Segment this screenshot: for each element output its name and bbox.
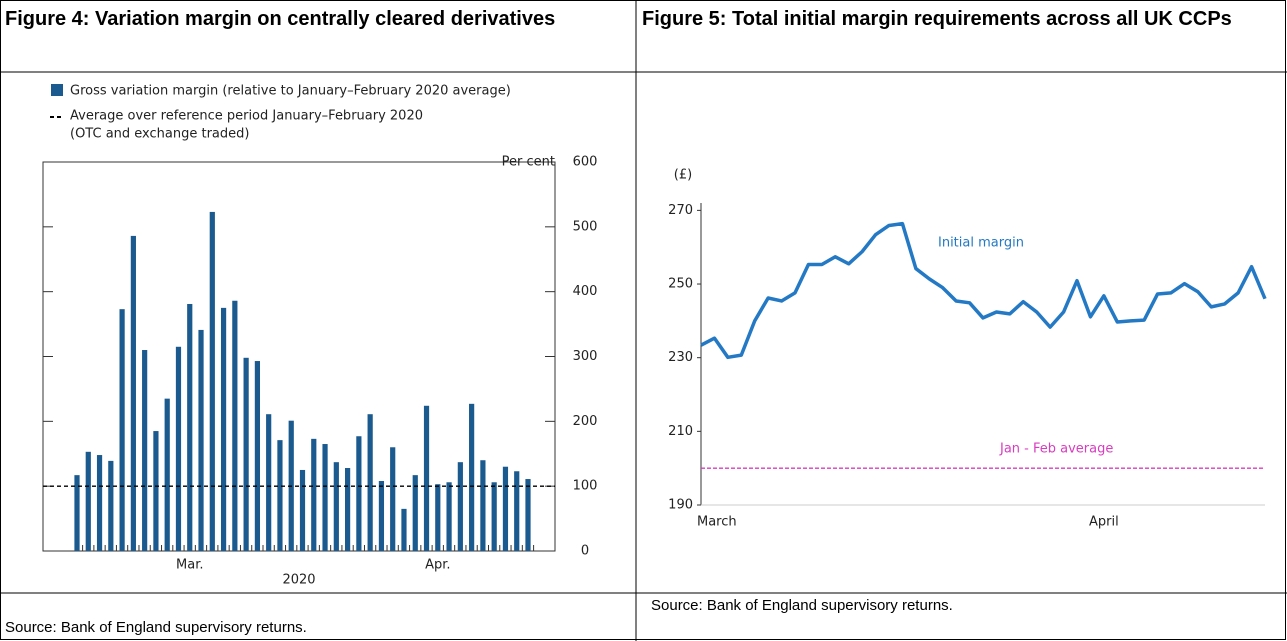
- figure-title: Figure 5: Total initial margin requireme…: [642, 8, 1232, 30]
- bar: [367, 414, 373, 551]
- bar: [187, 303, 193, 551]
- bar: [401, 508, 407, 551]
- bar: [142, 350, 148, 551]
- y-tick-label: 500: [573, 219, 598, 234]
- figure-title: Figure 4: Variation margin on centrally …: [5, 8, 556, 30]
- bar: [277, 440, 283, 551]
- bar: [130, 235, 136, 551]
- y-tick-label: 230: [668, 350, 693, 365]
- bar: [480, 460, 486, 551]
- bar: [356, 436, 362, 551]
- y-tick-label: 210: [668, 424, 693, 439]
- y-tick-label: 0: [581, 544, 589, 559]
- bar: [74, 475, 80, 551]
- legend-label: Gross variation margin (relative to Janu…: [70, 84, 511, 99]
- x-axis-label: 2020: [282, 573, 315, 588]
- line: [700, 221, 1267, 360]
- bar: [266, 414, 272, 551]
- x-tick-label: Mar.: [176, 558, 203, 573]
- bar: [491, 482, 497, 551]
- source: Source: Bank of England supervisory retu…: [5, 619, 307, 636]
- bar: [153, 431, 159, 551]
- legend-swatch: [51, 84, 63, 96]
- x-tick-label: March: [697, 515, 737, 530]
- bar: [119, 309, 125, 551]
- bar: [435, 484, 441, 551]
- bar: [220, 307, 227, 551]
- bar: [502, 466, 509, 551]
- bar: [108, 460, 114, 551]
- bar: [457, 462, 463, 551]
- y-tick-label: 300: [573, 349, 598, 364]
- bar: [469, 403, 475, 551]
- bar: [299, 469, 306, 551]
- y-axis-label: (£): [674, 168, 692, 183]
- bar: [198, 329, 204, 551]
- y-tick-label: 100: [573, 479, 598, 494]
- bar: [514, 471, 520, 551]
- bar: [525, 479, 531, 551]
- legend-label: Average over reference period January–Fe…: [70, 109, 423, 124]
- source: Source: Bank of England supervisory retu…: [651, 597, 953, 614]
- bar: [333, 462, 339, 551]
- bar: [322, 444, 328, 551]
- x-tick-label: April: [1089, 515, 1119, 530]
- bar: [378, 480, 385, 551]
- y-axis-label: Per cent: [502, 155, 555, 170]
- bar: [446, 482, 452, 551]
- bar: [209, 211, 215, 551]
- bar: [85, 451, 91, 551]
- bar: [164, 398, 170, 551]
- reference-label: Jan - Feb average: [999, 442, 1113, 457]
- y-tick-label: 250: [668, 277, 693, 292]
- bar: [390, 447, 396, 551]
- bar: [96, 455, 103, 551]
- bar: [232, 300, 238, 551]
- bar: [254, 361, 260, 551]
- bar: [175, 346, 182, 551]
- y-tick-label: 190: [668, 498, 693, 513]
- bar: [345, 468, 351, 551]
- y-tick-label: 600: [573, 155, 598, 170]
- bar: [412, 475, 418, 551]
- y-tick-label: 400: [573, 284, 598, 299]
- bar: [243, 357, 249, 551]
- bar: [423, 405, 430, 551]
- y-tick-label: 270: [668, 203, 693, 218]
- legend-label: (OTC and exchange traded): [70, 127, 249, 142]
- series-label: Initial margin: [938, 236, 1024, 251]
- x-tick-label: Apr.: [425, 558, 450, 573]
- y-tick-label: 200: [573, 414, 598, 429]
- bar: [311, 438, 317, 551]
